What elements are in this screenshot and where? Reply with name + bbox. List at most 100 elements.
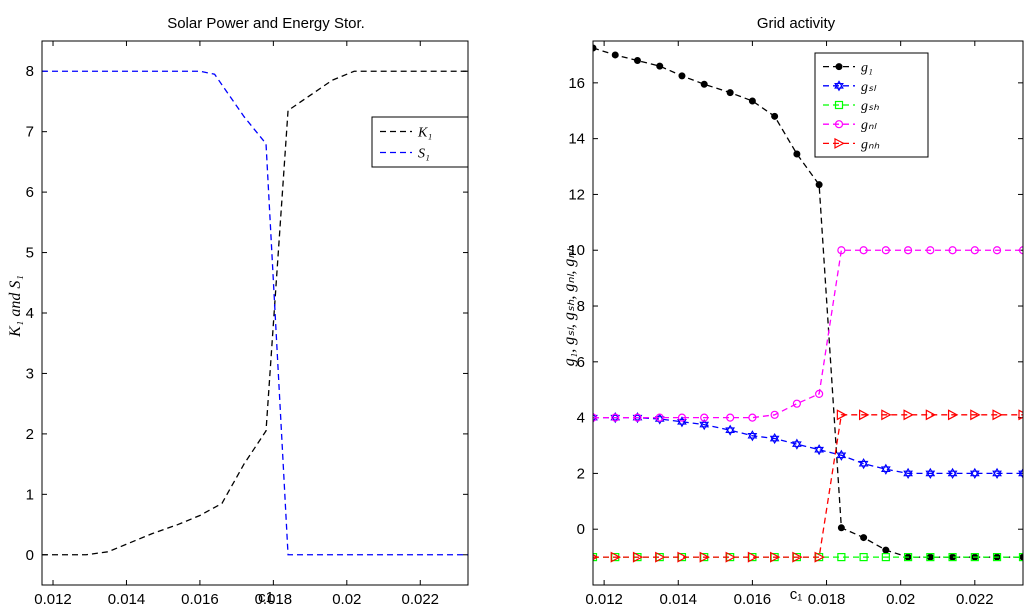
data-point-up (747, 430, 758, 439)
data-point (748, 97, 756, 105)
data-point (699, 551, 710, 563)
y-tick-label: 5 (26, 245, 34, 262)
series-line (42, 70, 468, 556)
legend-item: g₁ (823, 61, 873, 76)
series-line (593, 416, 1023, 475)
data-point (677, 551, 688, 563)
x-tick-label: 0.022 (401, 591, 439, 606)
data-point (836, 409, 848, 421)
data-point (903, 467, 913, 480)
data-point (859, 246, 868, 255)
data-point (947, 467, 958, 480)
series-0 (593, 44, 1023, 561)
data-point (925, 409, 937, 421)
legend-marker (835, 63, 843, 71)
y-tick-label: 16 (568, 75, 585, 92)
data-point (947, 409, 959, 421)
x-tick-label: 0.022 (956, 591, 994, 606)
data-point (726, 413, 735, 422)
chart-title: Grid activity (757, 15, 836, 32)
data-point (815, 389, 824, 399)
x-axis-label: c₁ (790, 586, 803, 603)
data-point (970, 246, 979, 255)
data-point-up (880, 463, 891, 473)
data-point (747, 551, 759, 563)
x-tick-label: 0.016 (181, 591, 219, 606)
series-3 (593, 246, 1023, 422)
data-point (700, 80, 708, 88)
legend: K₁ S₁ (371, 116, 469, 168)
data-point-up (992, 467, 1002, 477)
legend-label: S₁ (418, 147, 430, 162)
data-point (792, 438, 802, 450)
y-tick-label: 0 (577, 521, 585, 538)
plot-frame (592, 40, 1024, 586)
legend-marker-up (834, 80, 844, 89)
y-tick-label: 1 (26, 486, 34, 503)
data-point (770, 410, 779, 419)
data-point (655, 551, 666, 563)
y-tick-label: 7 (26, 124, 34, 141)
data-point-up (836, 449, 847, 459)
data-point (1018, 409, 1023, 421)
data-point (792, 399, 801, 408)
plot-frame (41, 40, 469, 586)
data-point-up (969, 467, 980, 477)
data-point (970, 409, 981, 421)
data-point (926, 553, 935, 562)
data-point (656, 62, 664, 70)
y-tick-label: 14 (568, 131, 585, 148)
y-tick-label: 8 (577, 298, 585, 315)
data-point (748, 413, 757, 422)
data-point-down (836, 452, 847, 461)
y-tick-label: 12 (568, 186, 585, 203)
chart-solar-power: Solar Power and Energy Stor. c1 K₁ and S… (7, 15, 469, 606)
data-point-up (1018, 467, 1023, 477)
data-point (860, 534, 868, 542)
data-point (837, 553, 846, 562)
data-point (926, 246, 935, 255)
series-layer (593, 44, 1023, 563)
y-tick-label: 0 (26, 547, 34, 564)
legend-label: gₛₗ (861, 80, 877, 95)
y-tick-label: 2 (26, 426, 34, 443)
data-point-down (610, 414, 621, 424)
data-point (678, 72, 686, 80)
ticks: 0.012 0.014 0.016 0.018 0.02 0.022 0 2 4 6 8 10 12 14… (568, 41, 1023, 606)
data-point (837, 246, 846, 255)
x-tick-label: 0.02 (332, 591, 361, 606)
legend-item: K₁ (380, 126, 432, 141)
x-tick-label: 0.012 (585, 591, 623, 606)
x-axis-label: c1 (258, 589, 274, 606)
data-point (699, 418, 710, 431)
data-point-up (610, 412, 621, 421)
data-point (747, 430, 758, 442)
x-tick-label: 0.018 (808, 591, 846, 606)
series-line (593, 414, 1023, 558)
legend-marker (834, 137, 845, 149)
data-point-up (925, 467, 936, 477)
data-point-down (814, 446, 824, 456)
y-tick-label: 2 (577, 465, 585, 482)
legend-marker (834, 100, 844, 110)
data-point-down (699, 421, 710, 431)
y-axis-label: g₁, gₛₗ, gₛₕ, gₙₗ, gₙₕ (561, 245, 578, 366)
series-0 (42, 70, 468, 556)
legend-marker (834, 80, 844, 92)
y-tick-label: 3 (26, 365, 34, 382)
data-point (992, 467, 1002, 480)
data-point (969, 467, 980, 480)
data-point (992, 246, 1002, 255)
data-point-down (969, 470, 980, 480)
series-layer (42, 70, 468, 556)
x-tick-label: 0.012 (34, 591, 72, 606)
data-point (725, 424, 736, 436)
legend-marker (834, 120, 844, 129)
data-point (793, 150, 801, 158)
series-1 (42, 70, 468, 556)
data-point-up (769, 432, 780, 442)
data-point (593, 413, 598, 422)
data-point (881, 246, 890, 255)
data-point-down (880, 466, 891, 475)
